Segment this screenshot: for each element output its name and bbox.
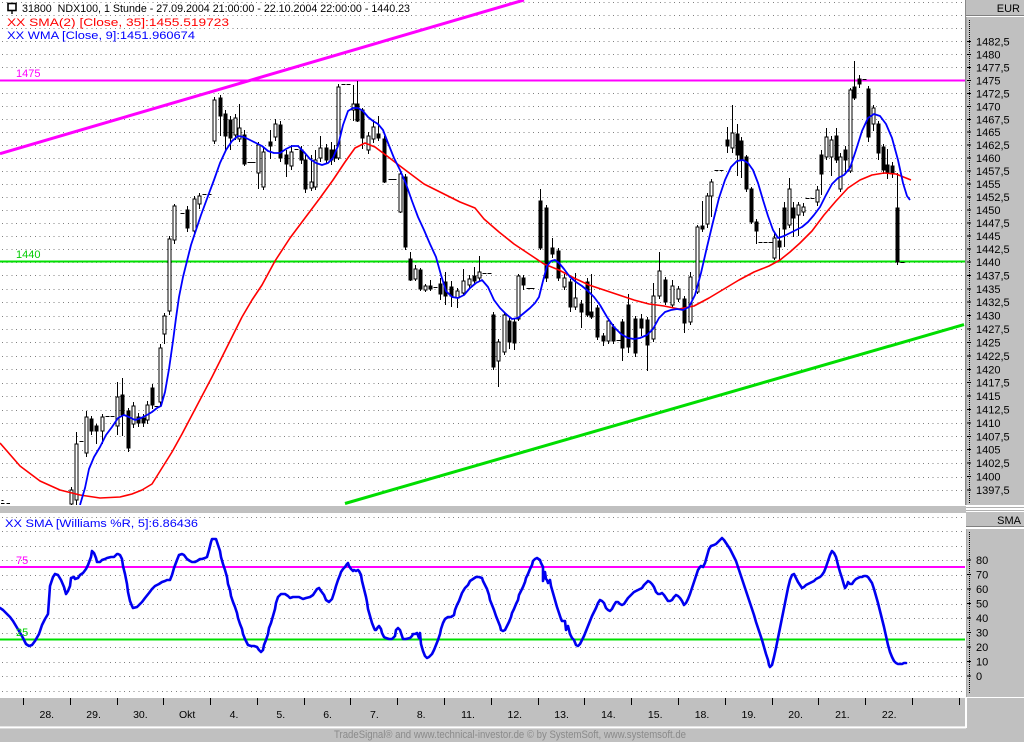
- svg-text:10: 10: [976, 657, 988, 669]
- svg-text:1432,5: 1432,5: [976, 297, 1010, 309]
- svg-text:1440: 1440: [976, 257, 1000, 269]
- svg-text:XX WMA [Close, 9]:1451.960674: XX WMA [Close, 9]:1451.960674: [7, 30, 195, 42]
- svg-text:40: 40: [976, 613, 988, 625]
- svg-text:1405: 1405: [976, 445, 1000, 457]
- svg-text:1457,5: 1457,5: [976, 166, 1010, 178]
- svg-text:1422,5: 1422,5: [976, 351, 1010, 363]
- svg-text:1397,5: 1397,5: [976, 485, 1010, 497]
- svg-text:20.: 20.: [788, 709, 803, 721]
- svg-text:1447,5: 1447,5: [976, 218, 1010, 230]
- svg-text:EUR: EUR: [997, 3, 1020, 15]
- svg-text:5.: 5.: [276, 709, 285, 721]
- svg-text:75: 75: [16, 555, 28, 567]
- svg-text:1475: 1475: [16, 68, 40, 80]
- svg-text:1402,5: 1402,5: [976, 458, 1010, 470]
- svg-text:SMA: SMA: [997, 515, 1022, 527]
- svg-text:1472,5: 1472,5: [976, 88, 1010, 100]
- svg-text:1435: 1435: [976, 284, 1000, 296]
- svg-text:1450: 1450: [976, 205, 1000, 217]
- svg-text:8.: 8.: [417, 709, 426, 721]
- svg-text:18.: 18.: [695, 709, 710, 721]
- svg-text:XX SMA(2) [Close, 35]:1455.519: XX SMA(2) [Close, 35]:1455.519723: [7, 17, 229, 29]
- svg-text:12.: 12.: [507, 709, 522, 721]
- svg-text:1437,5: 1437,5: [976, 270, 1010, 282]
- svg-text:XX SMA [Williams %R, 5]:6.8643: XX SMA [Williams %R, 5]:6.86436: [5, 518, 198, 530]
- svg-text:19.: 19.: [741, 709, 756, 721]
- svg-text:1480: 1480: [976, 49, 1000, 61]
- svg-text:Okt: Okt: [179, 709, 195, 721]
- svg-text:21.: 21.: [835, 709, 850, 721]
- svg-text:1462,5: 1462,5: [976, 140, 1010, 152]
- svg-text:29.: 29.: [86, 709, 101, 721]
- svg-text:1430: 1430: [976, 311, 1000, 323]
- svg-text:1467,5: 1467,5: [976, 114, 1010, 126]
- svg-text:60: 60: [976, 584, 988, 596]
- svg-text:14.: 14.: [601, 709, 616, 721]
- svg-text:0: 0: [976, 671, 982, 683]
- svg-text:1440: 1440: [16, 249, 40, 261]
- svg-text:1455: 1455: [976, 179, 1000, 191]
- svg-text:1452,5: 1452,5: [976, 192, 1010, 204]
- svg-text:1475: 1475: [976, 75, 1000, 87]
- svg-text:1477,5: 1477,5: [976, 62, 1010, 74]
- svg-text:1460: 1460: [976, 153, 1000, 165]
- svg-text:50: 50: [976, 599, 988, 611]
- svg-text:7.: 7.: [370, 709, 379, 721]
- svg-text:1417,5: 1417,5: [976, 378, 1010, 390]
- svg-text:1400: 1400: [976, 472, 1000, 484]
- svg-text:70: 70: [976, 570, 988, 582]
- svg-text:1415: 1415: [976, 391, 1000, 403]
- svg-text:22.: 22.: [882, 709, 897, 721]
- svg-text:4.: 4.: [230, 709, 239, 721]
- svg-text:30.: 30.: [133, 709, 148, 721]
- svg-text:1420: 1420: [976, 364, 1000, 376]
- svg-text:1445: 1445: [976, 231, 1000, 243]
- svg-text:1482,5: 1482,5: [976, 36, 1010, 48]
- svg-text:1425: 1425: [976, 338, 1000, 350]
- svg-text:25: 25: [16, 627, 28, 639]
- svg-text:30: 30: [976, 628, 988, 640]
- svg-text:TradeSignal® and www.technical: TradeSignal® and www.technical-investor.…: [334, 729, 686, 741]
- svg-text:1442,5: 1442,5: [976, 244, 1010, 256]
- svg-text:1407,5: 1407,5: [976, 431, 1010, 443]
- svg-text:1465: 1465: [976, 127, 1000, 139]
- svg-text:80: 80: [976, 555, 988, 567]
- svg-text:20: 20: [976, 642, 988, 654]
- svg-text:1412,5: 1412,5: [976, 405, 1010, 417]
- svg-text:1470: 1470: [976, 101, 1000, 113]
- svg-text:15.: 15.: [648, 709, 663, 721]
- svg-text:13.: 13.: [554, 709, 569, 721]
- svg-text:28.: 28.: [39, 709, 54, 721]
- svg-text:6.: 6.: [323, 709, 332, 721]
- svg-text:1410: 1410: [976, 418, 1000, 430]
- svg-text:31800 NDX100, 1 Stunde - 27.0: 31800 NDX100, 1 Stunde - 27.09.2004 21:0…: [22, 3, 410, 15]
- svg-text:1427,5: 1427,5: [976, 324, 1010, 336]
- svg-text:11.: 11.: [461, 709, 475, 721]
